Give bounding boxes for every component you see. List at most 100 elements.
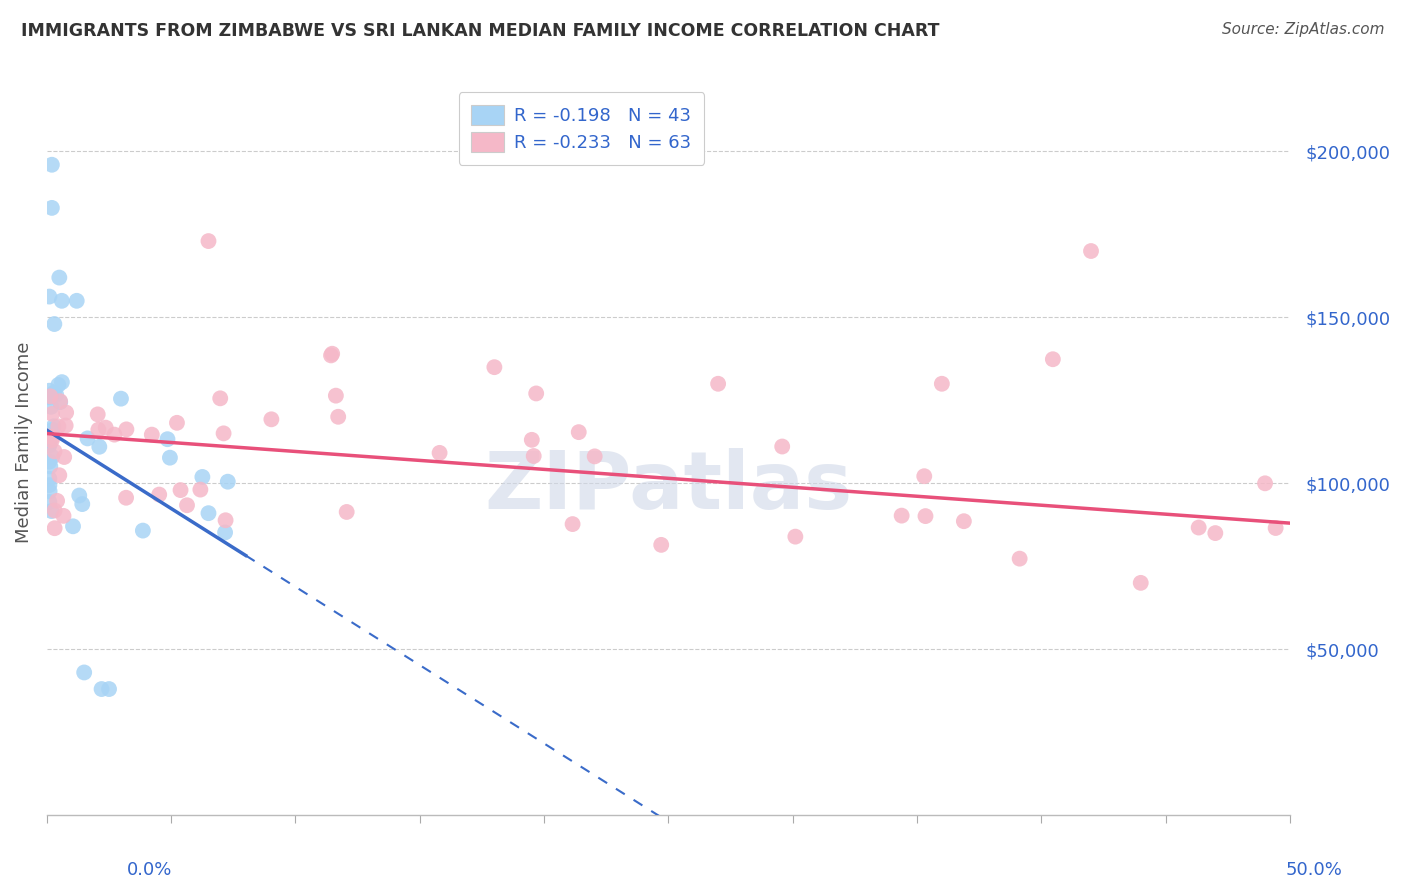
- Point: [49, 395, 72, 409]
- Point: [190, 483, 212, 497]
- Point: [98, 681, 121, 696]
- Point: [931, 376, 953, 391]
- Text: ZIPatlas: ZIPatlas: [484, 448, 852, 525]
- Point: [523, 449, 546, 463]
- Point: [328, 409, 350, 424]
- Point: [76, 431, 98, 445]
- Point: [110, 392, 132, 406]
- Point: [41, 450, 63, 464]
- Point: [38, 436, 60, 450]
- Point: [115, 422, 138, 436]
- Point: [41, 430, 63, 444]
- Legend: R = -0.198   N = 43, R = -0.233   N = 63: R = -0.198 N = 43, R = -0.233 N = 63: [458, 93, 704, 165]
- Point: [67, 489, 90, 503]
- Text: 0.0%: 0.0%: [127, 861, 172, 879]
- Point: [87, 423, 110, 437]
- Point: [46, 493, 69, 508]
- Point: [38, 429, 60, 443]
- Point: [87, 408, 110, 422]
- Point: [212, 426, 235, 441]
- Point: [1264, 521, 1286, 535]
- Point: [169, 483, 191, 497]
- Point: [62, 519, 84, 533]
- Point: [583, 450, 606, 464]
- Point: [1129, 575, 1152, 590]
- Point: [38, 495, 60, 509]
- Point: [484, 360, 506, 375]
- Point: [45, 387, 67, 401]
- Point: [166, 416, 188, 430]
- Point: [1204, 526, 1226, 541]
- Point: [51, 375, 73, 389]
- Point: [38, 472, 60, 486]
- Point: [41, 158, 63, 172]
- Point: [41, 423, 63, 437]
- Point: [41, 434, 63, 448]
- Point: [39, 459, 62, 474]
- Point: [650, 538, 672, 552]
- Point: [89, 440, 111, 454]
- Point: [38, 289, 60, 303]
- Point: [159, 450, 181, 465]
- Point: [72, 497, 94, 511]
- Point: [336, 505, 359, 519]
- Point: [38, 455, 60, 469]
- Point: [41, 407, 63, 421]
- Point: [325, 389, 347, 403]
- Point: [197, 234, 219, 248]
- Point: [44, 503, 66, 517]
- Point: [1188, 520, 1211, 534]
- Point: [141, 427, 163, 442]
- Point: [44, 317, 66, 331]
- Point: [94, 420, 117, 434]
- Point: [561, 517, 583, 532]
- Point: [66, 293, 89, 308]
- Point: [49, 394, 72, 409]
- Point: [115, 491, 138, 505]
- Point: [568, 425, 591, 439]
- Point: [520, 433, 543, 447]
- Point: [73, 665, 96, 680]
- Point: [38, 478, 60, 492]
- Point: [429, 446, 451, 460]
- Point: [214, 525, 236, 540]
- Y-axis label: Median Family Income: Median Family Income: [15, 341, 32, 542]
- Point: [55, 405, 77, 419]
- Point: [770, 440, 793, 454]
- Point: [1008, 551, 1031, 566]
- Point: [51, 293, 73, 308]
- Point: [912, 469, 935, 483]
- Point: [156, 432, 179, 446]
- Point: [785, 530, 807, 544]
- Point: [48, 468, 70, 483]
- Text: 50.0%: 50.0%: [1286, 861, 1343, 879]
- Point: [1042, 352, 1064, 367]
- Point: [103, 427, 125, 442]
- Point: [46, 419, 69, 434]
- Point: [707, 376, 730, 391]
- Point: [42, 385, 65, 400]
- Point: [953, 514, 976, 528]
- Text: IMMIGRANTS FROM ZIMBABWE VS SRI LANKAN MEDIAN FAMILY INCOME CORRELATION CHART: IMMIGRANTS FROM ZIMBABWE VS SRI LANKAN M…: [21, 22, 939, 40]
- Point: [1080, 244, 1102, 258]
- Point: [38, 390, 60, 404]
- Point: [44, 444, 66, 458]
- Point: [319, 348, 342, 362]
- Point: [39, 400, 62, 414]
- Point: [48, 270, 70, 285]
- Point: [42, 419, 65, 434]
- Point: [41, 504, 63, 518]
- Point: [48, 378, 70, 392]
- Point: [38, 438, 60, 452]
- Point: [90, 681, 112, 696]
- Point: [148, 487, 170, 501]
- Point: [39, 389, 62, 403]
- Point: [191, 470, 214, 484]
- Point: [1254, 476, 1277, 491]
- Point: [53, 450, 76, 464]
- Point: [214, 513, 236, 527]
- Point: [321, 347, 343, 361]
- Point: [217, 475, 239, 489]
- Point: [38, 384, 60, 398]
- Point: [197, 506, 219, 520]
